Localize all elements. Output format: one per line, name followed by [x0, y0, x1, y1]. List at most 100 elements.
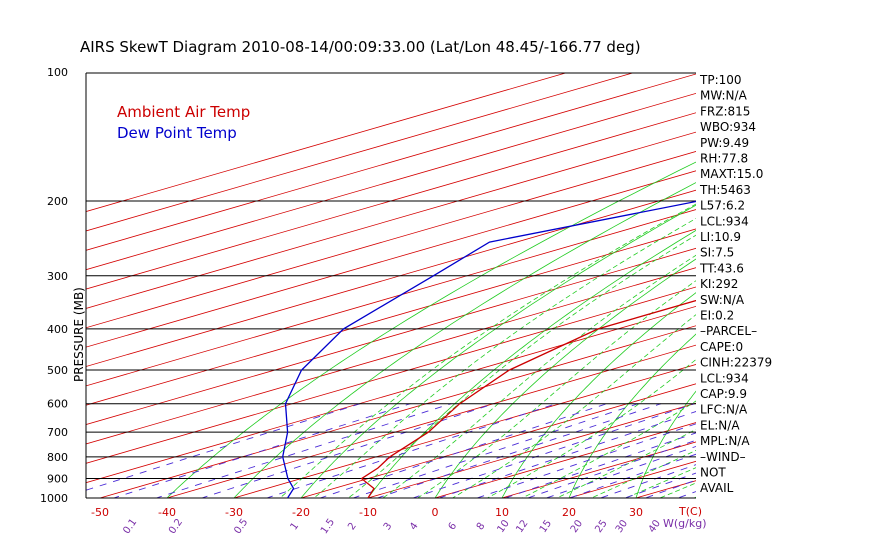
sounding-index-item: WBO:934	[700, 120, 756, 134]
moist-adiabat-line	[451, 314, 696, 498]
sounding-index-item: CAP:9.9	[700, 387, 747, 401]
bottom-temp-tick-label: -50	[91, 506, 109, 519]
moist-adiabat-line	[382, 254, 696, 498]
isotherm-line	[233, 364, 696, 498]
mixing-ratio-line	[504, 432, 696, 498]
sounding-index-item: TP:100	[699, 73, 742, 87]
pressure-tick-label: 900	[47, 473, 68, 486]
mixing-ratio-line	[376, 403, 662, 498]
sounding-index-item: PW:9.49	[700, 136, 749, 150]
dry-adiabat-line	[434, 258, 696, 498]
sounding-index-item: LFC:N/A	[700, 403, 748, 417]
dry-adiabat-line	[501, 292, 696, 498]
dry-adiabat-line	[769, 73, 870, 507]
sounding-index-item: KI:292	[700, 277, 738, 291]
mixing-ratio-line	[200, 403, 495, 498]
mixing-ratio-line	[437, 410, 696, 498]
isotherm-line	[86, 170, 696, 348]
isotherm-line	[837, 73, 870, 498]
sounding-index-item: –PARCEL–	[700, 324, 757, 338]
sounding-index-item: NOT	[700, 466, 726, 480]
mixing-ratio-axis: 0.1 0.2 0.5 1 1.5 2 3 4 6 8 10 12 15 20 25 30 40	[121, 517, 663, 536]
dry-adiabat-line	[837, 73, 870, 507]
ambient-air-temp-line	[360, 299, 696, 498]
sounding-index-item: SW:N/A	[700, 293, 745, 307]
legend: Ambient Air Temp Dew Point Temp	[117, 103, 250, 142]
isotherm-line	[770, 73, 870, 498]
mixing-ratio-tick-label: 1	[289, 521, 302, 533]
isotherm-line	[86, 247, 696, 426]
mixing-ratio-tick-label: 15	[538, 518, 554, 535]
mixing-ratio-line	[351, 403, 639, 498]
moist-adiabat-line	[417, 280, 696, 498]
sounding-index-item: TT:43.6	[699, 261, 744, 275]
isotherm-line	[86, 286, 696, 464]
dew-point-temp-line	[282, 200, 696, 498]
mixing-ratio-tick-label: 8	[475, 521, 488, 533]
legend-dew-point-temp: Dew Point Temp	[117, 124, 237, 142]
sounding-index-item: LI:10.9	[700, 230, 741, 244]
pressure-tick-label: 100	[47, 66, 68, 79]
dry-adiabat-line	[166, 161, 696, 498]
pressure-tick-label: 200	[47, 195, 68, 208]
isotherm-line	[86, 305, 696, 484]
mixing-ratio-line	[545, 445, 696, 498]
isotherm-line	[86, 73, 633, 232]
mixing-ratio-tick-label: 6	[447, 521, 460, 533]
pressure-tick-label: 300	[47, 270, 68, 283]
isotherm-line	[86, 92, 696, 271]
bottom-temp-tick-label: -40	[158, 506, 176, 519]
isotherm-line	[99, 325, 696, 498]
pressure-axis: PRESSURE (MB) 100 200 300 400 500 600 700 800 90…	[40, 66, 86, 505]
isotherm-line	[86, 73, 696, 251]
pressure-tick-label: 1000	[40, 492, 68, 505]
mixing-ratio-line	[112, 403, 411, 498]
bottom-temp-tick-label: 10	[495, 506, 509, 519]
sounding-index-item: LCL:934	[700, 371, 749, 385]
isotherm-line	[434, 422, 696, 498]
sounding-index-item: SI:7.5	[700, 246, 734, 260]
pressure-tick-label: 700	[47, 426, 68, 439]
mixing-ratio-tick-label: 1.5	[319, 517, 337, 536]
legend-ambient-air-temp: Ambient Air Temp	[117, 103, 250, 121]
bottom-temp-tick-label: 30	[629, 506, 643, 519]
bottom-temp-tick-label: -20	[292, 506, 310, 519]
dry-adiabat-line	[568, 333, 696, 498]
bottom-temp-tick-label: -30	[225, 506, 243, 519]
sounding-index-item: AVAIL	[700, 481, 734, 495]
bottom-temp-tick-label: 20	[562, 506, 576, 519]
mixing-ratio-line	[411, 403, 695, 498]
isotherm-line	[86, 209, 696, 387]
isotherm-line	[300, 383, 696, 498]
sounding-index-item: –WIND–	[700, 450, 746, 464]
mixing-ratio-line	[318, 403, 607, 498]
temperature-unit-label: T(C)	[678, 505, 702, 518]
isotherm-line	[86, 228, 696, 406]
sounding-index-item: FRZ:815	[700, 104, 750, 118]
sounding-index-item: LCL:934	[700, 214, 749, 228]
sounding-index-item: L57:6.2	[700, 199, 745, 213]
pressure-axis-label: PRESSURE (MB)	[72, 287, 86, 382]
bottom-temperature-axis: -50 -40 -30 -20 -10 0 10 20 30	[91, 506, 643, 519]
dry-adiabat-line	[233, 182, 696, 498]
mixing-ratio-line	[265, 403, 557, 498]
isotherm-line	[86, 151, 696, 329]
mixing-ratio-line	[86, 403, 361, 491]
pressure-tick-label: 500	[47, 364, 68, 377]
pressure-tick-label: 800	[47, 451, 68, 464]
mixing-ratio-line	[475, 423, 696, 498]
sounding-index-item: MPL:N/A	[700, 434, 750, 448]
sounding-index-item: TH:5463	[699, 183, 751, 197]
sounding-index-item: MAXT:15.0	[700, 167, 763, 181]
bottom-temp-tick-label: 0	[432, 506, 439, 519]
mixing-ratio-line	[676, 491, 696, 498]
sounding-index-item: RH:77.8	[700, 152, 748, 166]
sounding-index-item: CINH:22379	[700, 356, 772, 370]
mixing-ratio-tick-label: 4	[408, 521, 421, 533]
isotherm-line	[86, 73, 566, 213]
mixing-ratio-tick-label: 12	[514, 518, 530, 535]
mixing-ratio-line	[568, 453, 696, 498]
isotherm-line	[501, 441, 696, 498]
